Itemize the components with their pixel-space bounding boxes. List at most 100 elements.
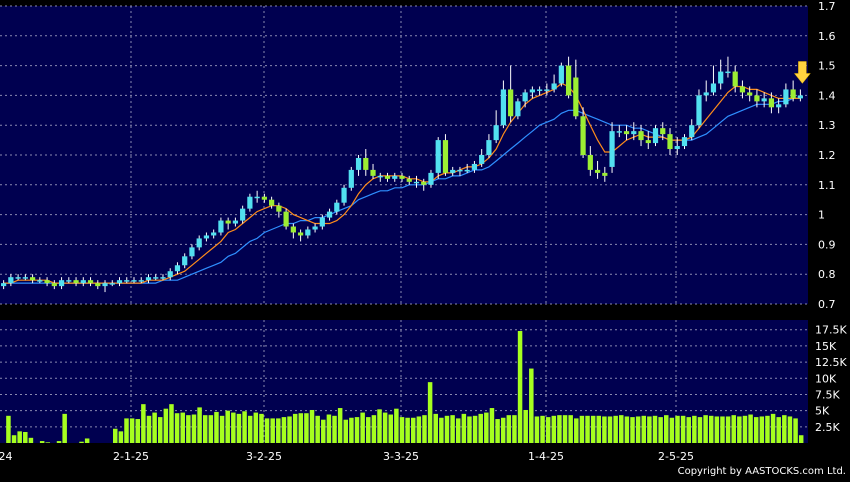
volume-bar — [231, 412, 236, 443]
volume-bar — [787, 416, 793, 443]
candle — [747, 86, 753, 102]
candle-body — [145, 277, 152, 281]
candle-body — [696, 95, 702, 126]
candle-body — [95, 283, 101, 287]
volume-bar — [163, 408, 169, 443]
volume-bar — [287, 416, 292, 443]
volume-bar — [512, 415, 517, 443]
candle — [138, 277, 144, 284]
volume-bar — [169, 404, 174, 443]
volume-bar — [202, 415, 208, 443]
candle — [783, 83, 789, 108]
candle — [153, 274, 159, 281]
volume-bar — [759, 416, 765, 443]
volume-bar — [545, 417, 551, 443]
candle — [37, 277, 43, 284]
volume-bar — [405, 417, 410, 443]
volume-bar — [686, 417, 691, 443]
candle-body — [421, 181, 427, 185]
candle — [174, 262, 181, 275]
volume-bar — [371, 415, 377, 443]
volume-bar — [602, 416, 607, 443]
arrow-shape — [793, 61, 811, 84]
candle-body — [522, 92, 528, 102]
candle-body — [797, 95, 803, 99]
price-tick-label: 0.8 — [818, 268, 836, 281]
volume-axis: 2.5K 5K 7.5K 10K 12.5K 15K 17.5K — [815, 324, 847, 434]
volume-bar — [517, 331, 523, 443]
candle — [732, 65, 738, 93]
candle-body — [73, 280, 79, 284]
candle — [696, 89, 702, 129]
candle — [435, 137, 441, 179]
candle — [196, 235, 202, 251]
volume-bar — [124, 418, 129, 443]
candle-body — [232, 220, 239, 224]
candle — [652, 125, 659, 147]
candle-body — [297, 232, 304, 236]
candle — [776, 98, 782, 114]
candle-body — [413, 181, 420, 184]
candle-body — [442, 140, 449, 173]
candle — [442, 134, 449, 176]
candle-body — [725, 71, 731, 74]
volume-bar — [186, 415, 191, 443]
candle-body — [153, 277, 159, 279]
candle-body — [609, 131, 615, 167]
volume-bar — [652, 415, 658, 443]
volume-bar — [770, 413, 776, 443]
candle — [66, 277, 72, 284]
candle-body — [247, 196, 253, 209]
x-tick-label: 2-5-25 — [658, 450, 694, 463]
candle-body — [51, 283, 57, 287]
volume-bar — [798, 435, 804, 443]
candle — [587, 146, 593, 176]
candle — [522, 89, 528, 108]
candle — [355, 155, 362, 176]
volume-bar — [540, 415, 545, 443]
candle — [703, 80, 709, 102]
volume-bar — [197, 407, 202, 443]
candle — [660, 122, 666, 141]
candle-body — [276, 205, 282, 212]
candle-body — [138, 280, 144, 282]
candle-body — [211, 232, 217, 236]
volume-bar — [388, 414, 394, 443]
candle — [240, 205, 246, 224]
candle — [537, 86, 543, 96]
candle — [131, 277, 137, 284]
volume-bar — [366, 417, 371, 443]
volume-bar — [304, 413, 309, 443]
volume-bar — [568, 415, 573, 443]
candle-body — [558, 65, 564, 84]
candle-body — [428, 172, 434, 185]
volume-bar — [208, 415, 214, 443]
candle — [225, 217, 231, 230]
price-tick-label: 1.6 — [818, 30, 836, 43]
volume-bar — [731, 415, 736, 443]
volume-bar — [753, 417, 759, 443]
volume-tick-label: 10K — [815, 372, 837, 385]
candle-body — [537, 89, 543, 91]
candle — [58, 277, 65, 290]
volume-bar — [191, 414, 197, 443]
candle-body — [102, 283, 108, 287]
candle-body — [710, 83, 717, 93]
candle-body — [363, 157, 369, 170]
volume-bar — [692, 415, 697, 443]
volume-tick-label: 2.5K — [815, 421, 840, 434]
candle-body — [326, 211, 333, 218]
candle — [508, 65, 514, 123]
volume-bar — [427, 382, 433, 443]
volume-tick-label: 15K — [815, 340, 837, 353]
volume-bar — [259, 413, 264, 443]
candle — [493, 110, 499, 144]
candle — [51, 280, 57, 290]
volume-bar — [450, 415, 455, 443]
volume-bar — [467, 416, 472, 443]
candle — [218, 217, 224, 236]
volume-tick-label: 7.5K — [815, 388, 840, 401]
price-tick-label: 1.4 — [818, 89, 836, 102]
volume-bar — [416, 416, 422, 443]
candle — [247, 193, 253, 212]
